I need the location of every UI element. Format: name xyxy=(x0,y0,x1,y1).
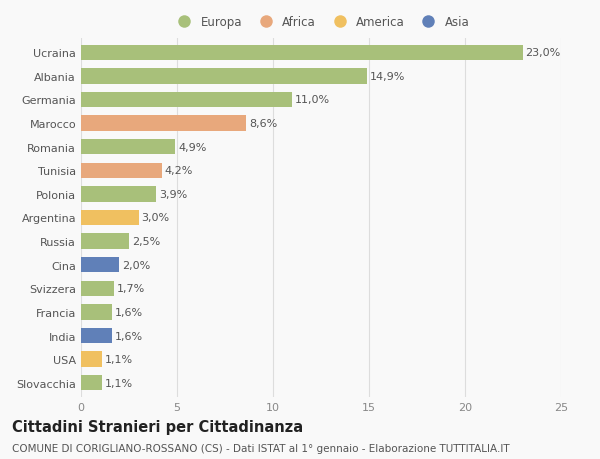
Bar xyxy=(81,93,292,108)
Text: 4,2%: 4,2% xyxy=(164,166,193,176)
Text: 1,1%: 1,1% xyxy=(105,354,133,364)
Bar xyxy=(81,328,112,343)
Text: 1,7%: 1,7% xyxy=(116,284,145,294)
Bar xyxy=(81,281,113,297)
Text: 23,0%: 23,0% xyxy=(526,48,561,58)
Bar xyxy=(81,257,119,273)
Text: Cittadini Stranieri per Cittadinanza: Cittadini Stranieri per Cittadinanza xyxy=(12,419,303,434)
Bar xyxy=(81,210,139,226)
Text: 14,9%: 14,9% xyxy=(370,72,406,82)
Bar xyxy=(81,187,156,202)
Text: 1,1%: 1,1% xyxy=(105,378,133,388)
Text: 3,0%: 3,0% xyxy=(142,213,170,223)
Bar xyxy=(81,116,246,131)
Bar xyxy=(81,234,129,249)
Text: 1,6%: 1,6% xyxy=(115,307,143,317)
Bar xyxy=(81,305,112,320)
Text: 3,9%: 3,9% xyxy=(159,190,187,200)
Bar xyxy=(81,163,161,179)
Legend: Europa, Africa, America, Asia: Europa, Africa, America, Asia xyxy=(172,16,470,29)
Text: 11,0%: 11,0% xyxy=(295,95,330,105)
Text: 8,6%: 8,6% xyxy=(249,119,277,129)
Text: 2,5%: 2,5% xyxy=(132,236,160,246)
Text: 2,0%: 2,0% xyxy=(122,260,151,270)
Bar xyxy=(81,352,102,367)
Bar xyxy=(81,45,523,61)
Text: 4,9%: 4,9% xyxy=(178,142,206,152)
Text: 1,6%: 1,6% xyxy=(115,331,143,341)
Bar xyxy=(81,375,102,391)
Text: COMUNE DI CORIGLIANO-ROSSANO (CS) - Dati ISTAT al 1° gennaio - Elaborazione TUTT: COMUNE DI CORIGLIANO-ROSSANO (CS) - Dati… xyxy=(12,443,509,453)
Bar xyxy=(81,140,175,155)
Bar xyxy=(81,69,367,84)
